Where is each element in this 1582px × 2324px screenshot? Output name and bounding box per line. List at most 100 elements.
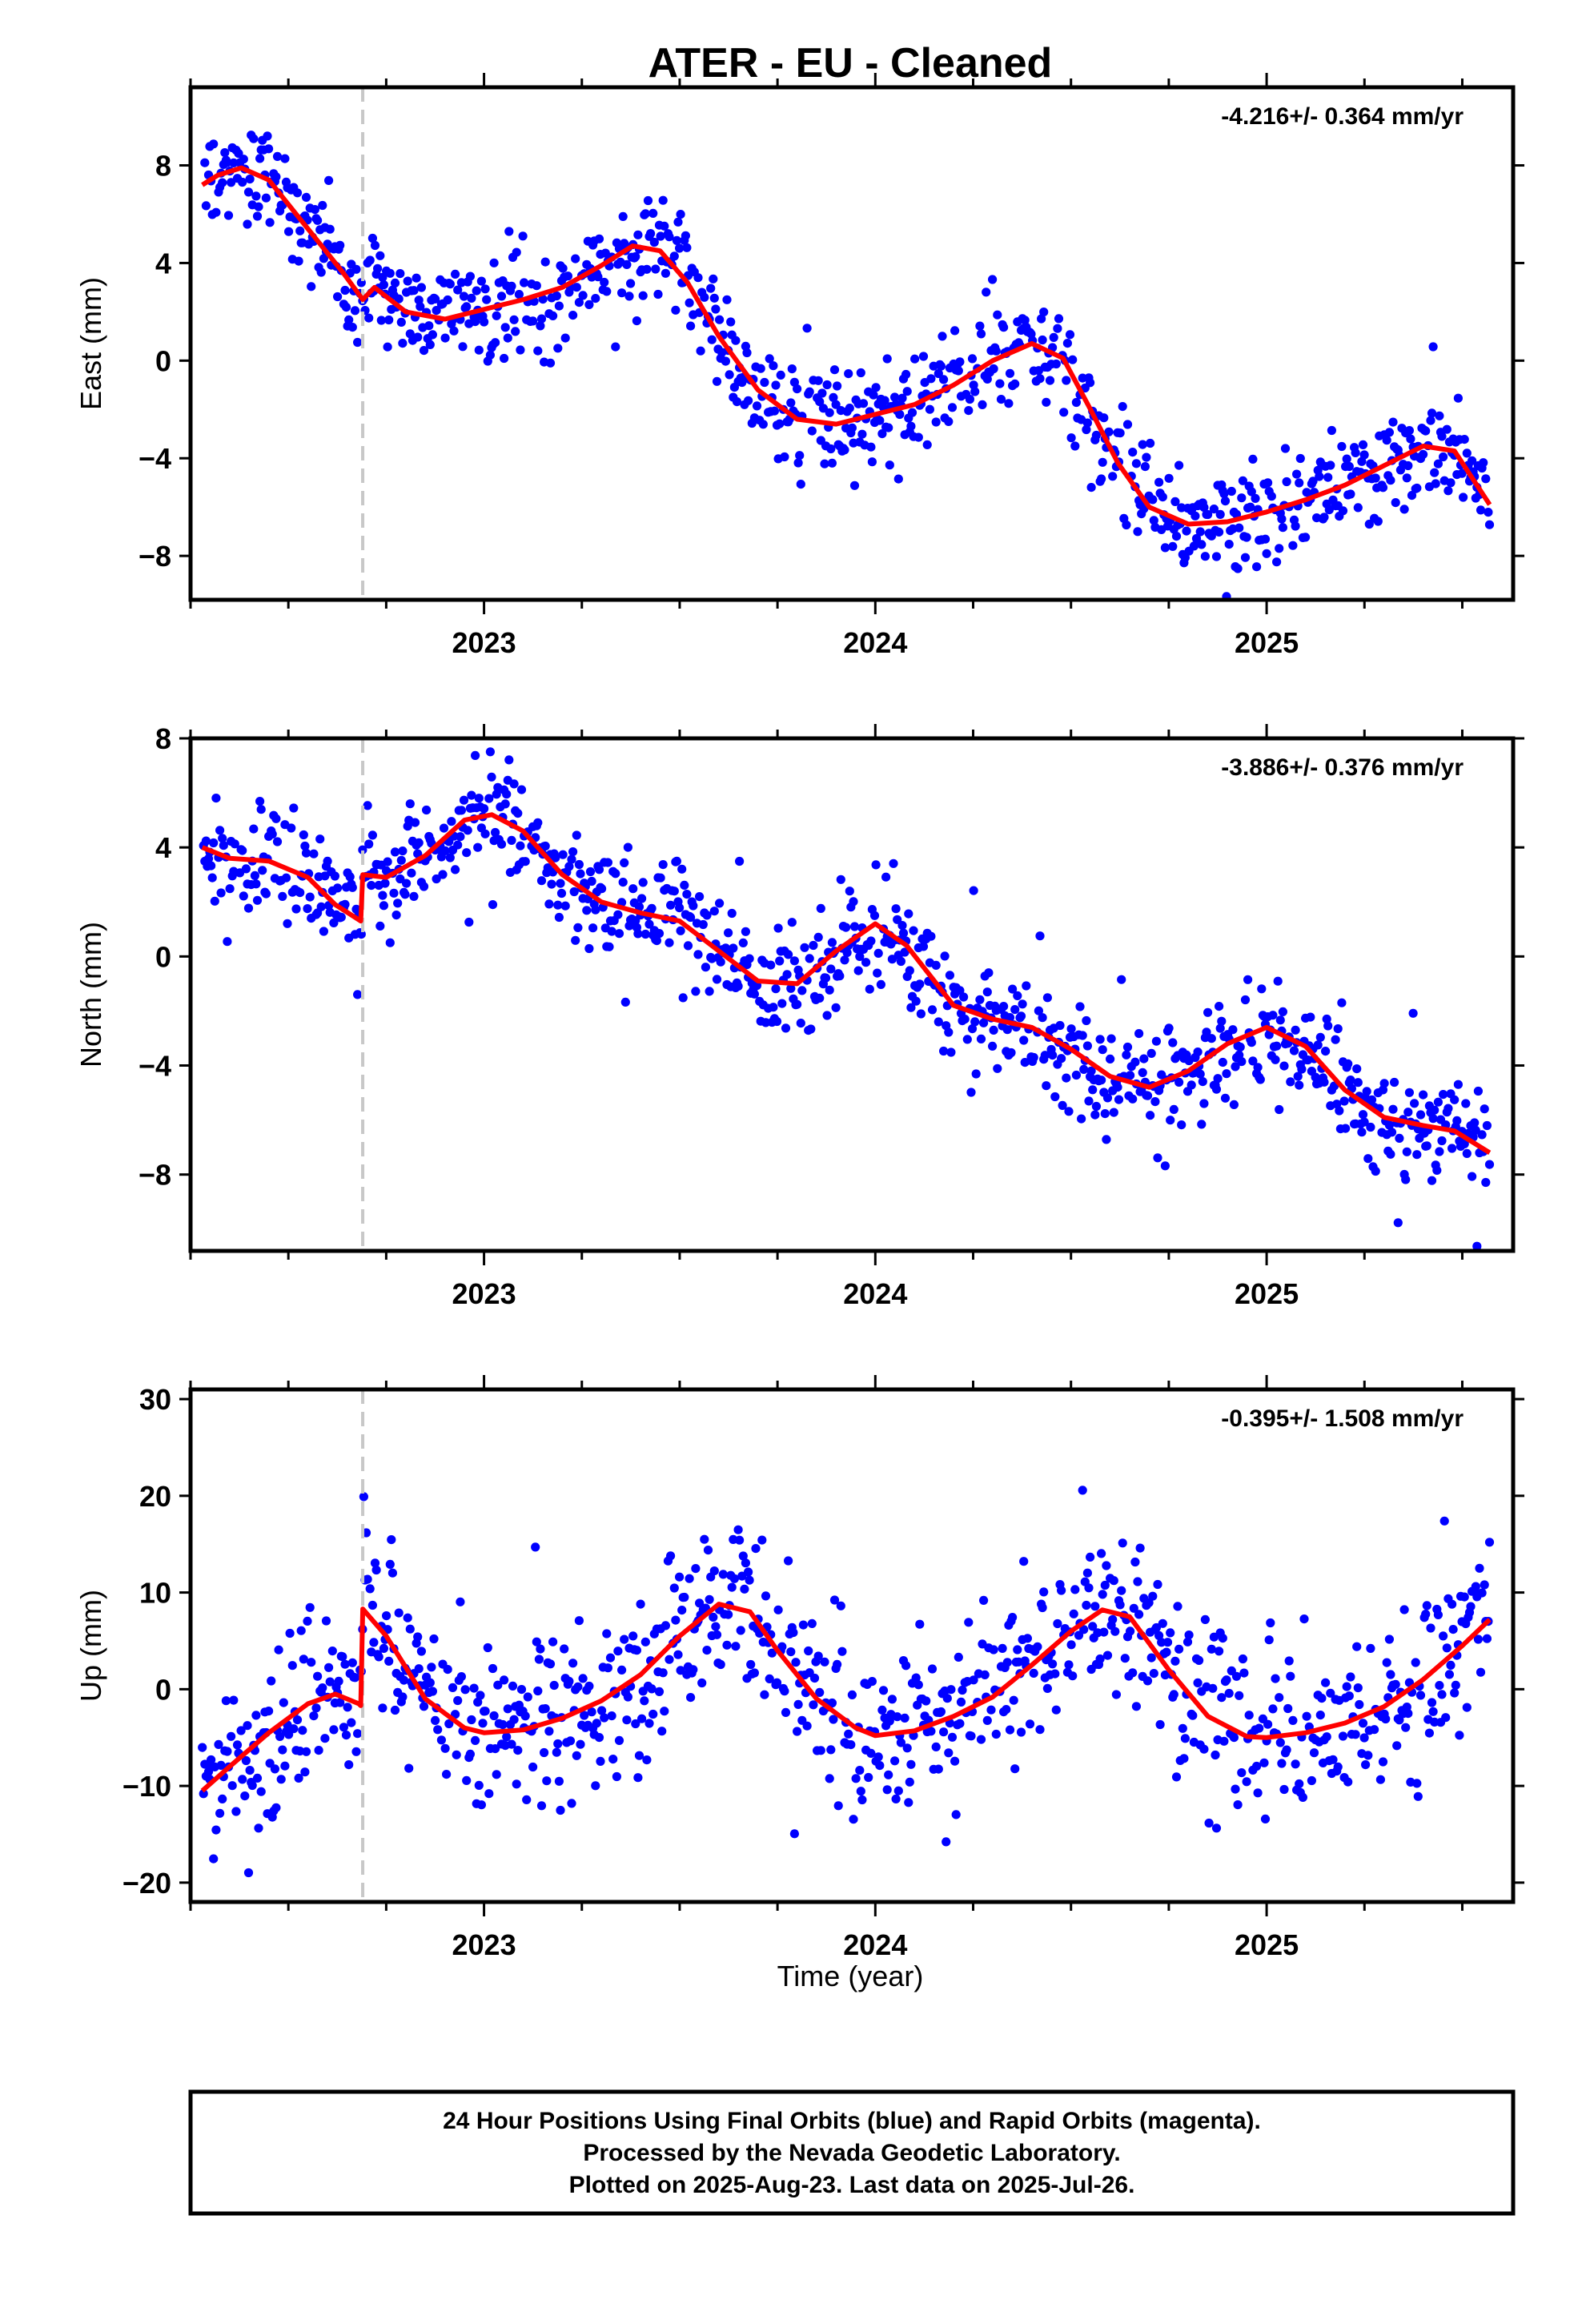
- data-point: [378, 891, 387, 900]
- data-point: [1142, 452, 1151, 462]
- data-point: [536, 1801, 547, 1811]
- data-point: [1062, 339, 1072, 348]
- data-point: [705, 1594, 714, 1604]
- data-point: [1231, 1671, 1242, 1681]
- data-point: [1078, 1031, 1087, 1040]
- data-point: [1404, 426, 1414, 436]
- data-point: [333, 883, 343, 893]
- data-point: [414, 1664, 424, 1674]
- data-point: [675, 243, 685, 253]
- data-point: [955, 1719, 965, 1728]
- data-point: [473, 842, 483, 852]
- data-point: [1477, 1588, 1487, 1598]
- data-point: [1207, 1034, 1216, 1043]
- data-point: [1231, 1062, 1240, 1072]
- data-point: [611, 869, 620, 879]
- data-point: [1386, 476, 1395, 485]
- data-point: [922, 440, 932, 450]
- data-point: [709, 907, 719, 916]
- data-point: [241, 864, 251, 874]
- data-point: [733, 981, 743, 991]
- y-tick-label: −20: [122, 1867, 171, 1900]
- data-point: [1271, 1674, 1280, 1683]
- data-point: [1295, 478, 1304, 488]
- data-point: [691, 987, 701, 996]
- footer-line-2: Processed by the Nevada Geodetic Laborat…: [583, 2140, 1120, 2166]
- data-point: [1433, 459, 1443, 468]
- data-point: [934, 1017, 943, 1027]
- data-point: [507, 835, 516, 845]
- data-point: [1054, 314, 1064, 324]
- data-point: [512, 1779, 521, 1789]
- data-point: [600, 1713, 609, 1723]
- data-point: [351, 264, 361, 274]
- data-point: [913, 1680, 923, 1690]
- data-point: [433, 1725, 443, 1735]
- data-point: [1102, 1135, 1111, 1144]
- data-point: [1353, 503, 1363, 513]
- data-point: [1282, 476, 1291, 487]
- data-point: [1018, 999, 1027, 1009]
- data-point: [480, 804, 489, 814]
- data-point: [1461, 1099, 1471, 1108]
- data-point: [1484, 520, 1495, 529]
- data-point: [980, 1670, 990, 1679]
- data-point: [239, 155, 248, 164]
- data-point: [873, 1752, 883, 1762]
- data-point: [410, 818, 420, 827]
- data-point: [1364, 519, 1374, 529]
- data-point: [1437, 1136, 1447, 1146]
- data-point: [1134, 1029, 1144, 1039]
- data-point: [243, 1868, 254, 1878]
- data-point: [1058, 1100, 1067, 1110]
- y-tick-label: −8: [139, 540, 171, 573]
- data-point: [289, 803, 299, 813]
- data-point: [827, 458, 837, 468]
- data-point: [1022, 981, 1031, 991]
- data-point: [964, 1618, 974, 1627]
- data-point: [1378, 483, 1388, 493]
- data-point: [1071, 397, 1081, 408]
- data-point: [936, 1707, 946, 1717]
- data-point: [996, 395, 1006, 404]
- data-point: [1428, 342, 1438, 352]
- data-point: [1299, 1614, 1309, 1624]
- data-point: [292, 1715, 303, 1725]
- data-point: [813, 1651, 823, 1661]
- data-point: [1342, 454, 1351, 464]
- data-point: [613, 1647, 623, 1656]
- data-point: [607, 1711, 616, 1721]
- data-point: [553, 344, 563, 353]
- data-point: [218, 834, 227, 843]
- data-point: [491, 827, 500, 838]
- data-point: [1395, 1133, 1404, 1143]
- data-point: [1315, 1711, 1325, 1720]
- data-point: [638, 291, 648, 300]
- data-point: [944, 1027, 954, 1037]
- data-point: [520, 857, 530, 866]
- data-point: [462, 848, 472, 858]
- data-point: [489, 1711, 499, 1721]
- data-point: [756, 364, 765, 373]
- data-point: [777, 999, 787, 1008]
- data-point: [849, 897, 858, 907]
- y-tick-label: 10: [139, 1577, 171, 1610]
- data-point: [271, 172, 281, 182]
- x-tick-label: 2025: [1235, 1928, 1299, 1961]
- data-point: [214, 1739, 223, 1749]
- data-point: [216, 888, 226, 898]
- data-point: [1482, 1120, 1492, 1131]
- x-tick-label: 2025: [1235, 1277, 1299, 1310]
- data-point: [1200, 1614, 1210, 1624]
- data-point: [1457, 468, 1467, 478]
- data-point: [280, 154, 290, 163]
- data-point: [485, 350, 496, 360]
- data-point: [656, 873, 665, 883]
- data-point: [802, 324, 812, 333]
- data-point: [1109, 1108, 1118, 1117]
- data-point: [1079, 1064, 1089, 1074]
- data-point: [722, 1640, 732, 1650]
- data-point: [1120, 1654, 1130, 1663]
- data-point: [967, 1024, 978, 1034]
- data-point: [1484, 1160, 1495, 1169]
